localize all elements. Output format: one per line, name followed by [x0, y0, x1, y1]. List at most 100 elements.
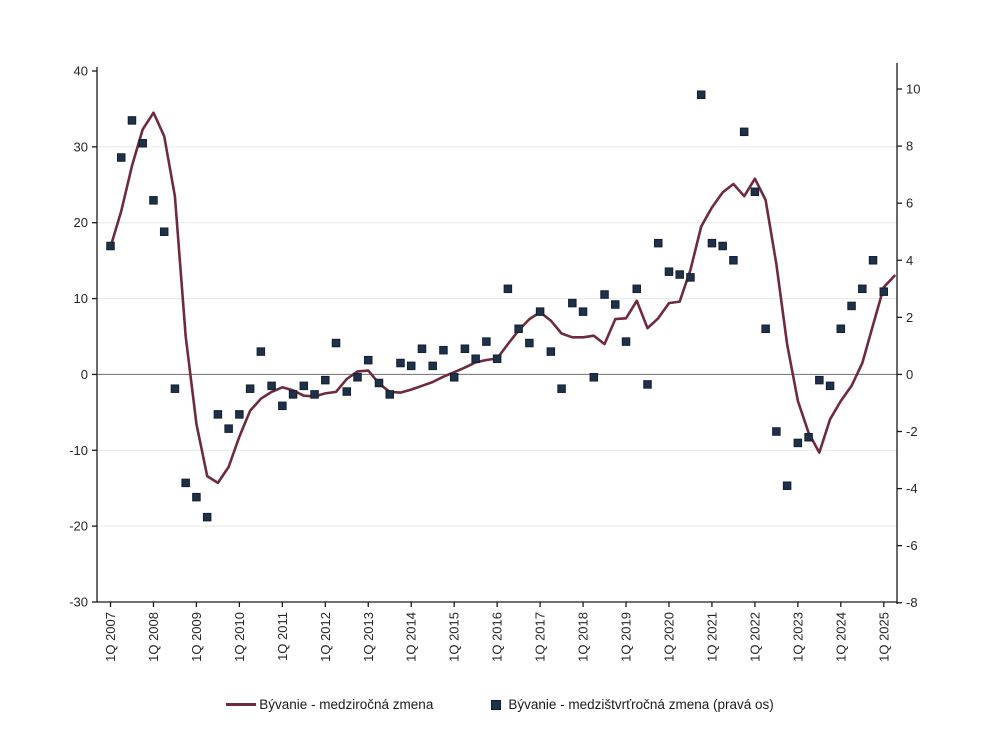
qoq-marker [600, 290, 609, 299]
qoq-marker [836, 324, 846, 334]
right-axis-label: 6 [906, 196, 913, 211]
qoq-marker [686, 273, 695, 282]
x-axis-label: 1Q 2009 [189, 612, 204, 662]
qoq-marker [213, 410, 223, 419]
right-axis-label: -4 [906, 481, 918, 496]
qoq-marker [417, 344, 427, 353]
qoq-marker [653, 238, 663, 248]
x-axis-label: 1Q 2013 [361, 612, 376, 662]
x-axis-label: 1Q 2015 [447, 612, 462, 662]
x-axis-label: 1Q 2018 [576, 612, 591, 662]
x-axis-label: 1Q 2014 [404, 612, 419, 662]
qoq-marker [546, 347, 556, 356]
qoq-marker [439, 345, 448, 355]
qoq-marker [353, 373, 362, 382]
qoq-marker [621, 337, 631, 346]
qoq-marker [718, 241, 727, 251]
qoq-marker [192, 492, 201, 502]
left-axis-label: 10 [74, 291, 88, 306]
right-axis-label: 2 [906, 310, 913, 325]
legend-label-qoq: Bývanie - medzištvrťročná zmena (pravá o… [508, 697, 774, 712]
qoq-marker [267, 381, 276, 391]
qoq-marker [181, 478, 190, 488]
qoq-marker [149, 196, 158, 205]
qoq-marker [815, 375, 824, 385]
qoq-marker [106, 241, 115, 251]
x-axis-label: 1Q 2023 [790, 612, 805, 662]
x-axis-label: 1Q 2008 [146, 612, 161, 662]
qoq-marker [707, 238, 717, 248]
x-axis-label: 1Q 2020 [661, 612, 676, 662]
qoq-marker [310, 390, 319, 399]
qoq-marker [449, 373, 459, 382]
qoq-marker [492, 354, 502, 363]
legend-item-qoq: Bývanie - medzištvrťročná zmena (pravá o… [491, 697, 774, 712]
qoq-marker [879, 287, 889, 296]
x-axis-label: 1Q 2010 [232, 612, 247, 662]
qoq-marker [202, 512, 212, 522]
x-axis-label: 1Q 2016 [490, 612, 505, 662]
qoq-marker [858, 284, 867, 294]
qoq-marker [127, 116, 137, 125]
qoq-marker [643, 380, 652, 389]
qoq-marker [525, 338, 534, 348]
qoq-marker [116, 153, 126, 162]
qoq-marker [804, 432, 813, 442]
line-swatch-icon [226, 703, 257, 706]
qoq-marker [793, 438, 803, 448]
x-axis-label: 1Q 2022 [747, 612, 762, 662]
x-axis-label: 1Q 2024 [833, 612, 848, 662]
right-axis-label: -6 [906, 538, 918, 553]
qoq-marker [729, 256, 738, 265]
left-axis-label: 20 [74, 215, 88, 230]
qoq-marker [782, 481, 792, 490]
right-axis-label: 4 [906, 253, 913, 268]
left-axis-label: -10 [69, 443, 88, 458]
qoq-marker [256, 347, 266, 356]
qoq-marker [514, 324, 523, 334]
qoq-marker [245, 384, 255, 393]
right-axis-label: -2 [906, 424, 918, 439]
x-axis-label: 1Q 2017 [533, 612, 548, 662]
qoq-marker [406, 361, 416, 371]
qoq-marker [664, 267, 674, 276]
square-swatch-icon [491, 699, 502, 710]
qoq-marker [578, 307, 588, 316]
qoq-marker [696, 90, 706, 99]
qoq-marker [471, 354, 480, 363]
right-axis-label: 0 [906, 367, 913, 382]
x-axis-label: 1Q 2012 [318, 612, 333, 662]
qoq-marker [138, 139, 147, 148]
right-axis-label: 10 [906, 82, 920, 97]
x-axis-label: 1Q 2011 [275, 612, 290, 661]
left-axis-label: 0 [81, 367, 88, 382]
qoq-marker [396, 358, 405, 368]
qoq-marker [589, 373, 599, 382]
qoq-marker [224, 424, 233, 433]
qoq-marker [611, 300, 620, 309]
x-axis-label: 1Q 2021 [704, 612, 719, 662]
qoq-marker [772, 427, 781, 436]
right-axis-label: -8 [906, 595, 918, 610]
qoq-marker [288, 390, 298, 399]
qoq-marker [331, 338, 341, 348]
qoq-marker [568, 298, 577, 308]
chart-legend: Bývanie - medziročná zmena Bývanie - med… [0, 697, 1000, 712]
qoq-marker [364, 355, 373, 365]
left-axis-label: -20 [69, 519, 88, 534]
x-axis-label: 1Q 2025 [876, 612, 891, 662]
qoq-marker [159, 227, 169, 236]
right-axis-label: 8 [906, 139, 913, 154]
qoq-marker [278, 401, 287, 411]
legend-item-yoy: Bývanie - medziročná zmena [226, 697, 433, 712]
qoq-marker [482, 337, 491, 346]
qoq-marker [170, 384, 180, 393]
legend-label-yoy: Bývanie - medziročná zmena [259, 697, 434, 712]
left-axis-label: 30 [74, 139, 88, 154]
qoq-marker [385, 390, 394, 399]
qoq-marker [557, 384, 566, 393]
qoq-marker [761, 324, 770, 334]
qoq-marker [235, 410, 244, 419]
